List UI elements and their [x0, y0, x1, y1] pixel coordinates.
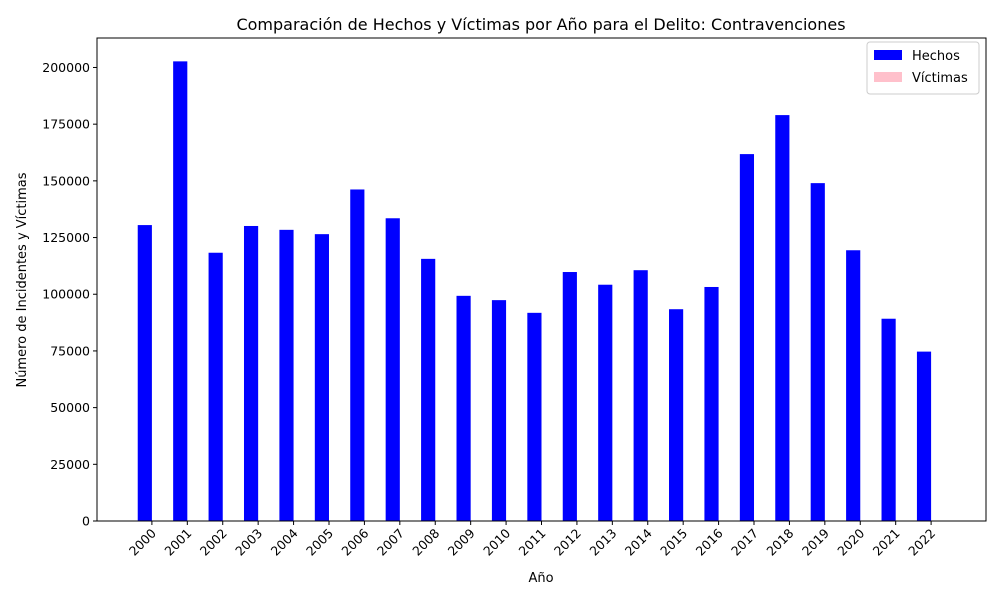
x-tick-label-2020: 2020	[834, 525, 867, 558]
bar-hechos-2016	[704, 286, 719, 521]
bar-hechos-2015	[669, 309, 684, 521]
x-tick-label-2019: 2019	[799, 525, 832, 558]
x-tick-label-2014: 2014	[622, 525, 655, 558]
x-tick-label-2000: 2000	[126, 525, 159, 558]
bar-hechos-2001	[173, 61, 188, 522]
bar-hechos-2007	[385, 218, 400, 521]
x-tick-label-2009: 2009	[445, 525, 478, 558]
x-tick-label-2008: 2008	[409, 525, 442, 558]
y-tick-label-75000: 75000	[50, 343, 90, 358]
y-axis-label: Número de Incidentes y Víctimas	[15, 172, 30, 387]
bar-hechos-2014	[633, 270, 648, 521]
chart-title: Comparación de Hechos y Víctimas por Año…	[236, 15, 845, 34]
bar-hechos-2002	[208, 252, 223, 522]
bar-hechos-2021	[881, 318, 896, 521]
x-tick-label-2006: 2006	[338, 525, 371, 558]
legend-swatch-hechos	[874, 50, 902, 60]
plot-area: 0 25000 50000 75000 100000 125000 150000 175000…	[42, 37, 987, 559]
bar-hechos-2000	[137, 225, 152, 521]
x-tick-label-2001: 2001	[161, 526, 194, 559]
y-tick-label-25000: 25000	[50, 457, 90, 472]
legend-swatch-victimas	[874, 72, 902, 82]
bar-hechos-2006	[350, 189, 365, 522]
y-tick-label-150000: 150000	[42, 173, 90, 188]
y-tick-label-100000: 100000	[42, 287, 90, 302]
legend-label-victimas: Víctimas	[912, 71, 968, 86]
y-tick-label-0: 0	[82, 514, 90, 529]
bar-hechos-2012	[562, 272, 577, 521]
legend-label-hechos: Hechos	[912, 49, 960, 64]
y-tick-label-200000: 200000	[42, 60, 90, 75]
bar-hechos-2018	[775, 115, 790, 521]
x-tick-label-2012: 2012	[551, 526, 584, 559]
x-tick-label-2007: 2007	[374, 526, 407, 559]
x-tick-label-2004: 2004	[268, 525, 301, 558]
x-tick-label-2005: 2005	[303, 526, 336, 559]
x-tick-label-2011: 2011	[516, 526, 549, 559]
y-tick-label-175000: 175000	[42, 117, 90, 132]
bar-hechos-2020	[846, 250, 861, 521]
x-axis-label: Año	[528, 571, 553, 586]
y-tick-label-50000: 50000	[50, 400, 90, 415]
x-tick-label-2017: 2017	[728, 526, 761, 559]
bar-hechos-2005	[314, 234, 329, 521]
bar-hechos-2008	[421, 258, 436, 521]
bar-hechos-2011	[527, 312, 542, 521]
bar-hechos-2022	[916, 351, 932, 521]
bar-hechos-2019	[810, 183, 825, 521]
x-tick-label-2018: 2018	[763, 525, 796, 558]
x-tick-label-2016: 2016	[693, 525, 726, 558]
bar-hechos-2003	[243, 225, 259, 522]
bar-hechos-2004	[279, 229, 294, 521]
x-tick-label-2022: 2022	[905, 526, 938, 559]
legend: Hechos Víctimas	[866, 41, 980, 95]
bar-hechos-2010	[491, 300, 507, 521]
x-tick-label-2010: 2010	[480, 525, 513, 558]
bar-hechos-2017	[739, 154, 755, 521]
bar-hechos-2009	[456, 295, 471, 521]
x-tick-label-2002: 2002	[197, 526, 230, 559]
x-tick-label-2013: 2013	[586, 526, 619, 559]
x-tick-label-2015: 2015	[657, 526, 690, 559]
y-tick-label-125000: 125000	[42, 230, 90, 245]
bar-hechos-2013	[598, 284, 613, 521]
x-tick-label-2003: 2003	[232, 526, 265, 559]
x-tick-label-2021: 2021	[870, 526, 903, 559]
